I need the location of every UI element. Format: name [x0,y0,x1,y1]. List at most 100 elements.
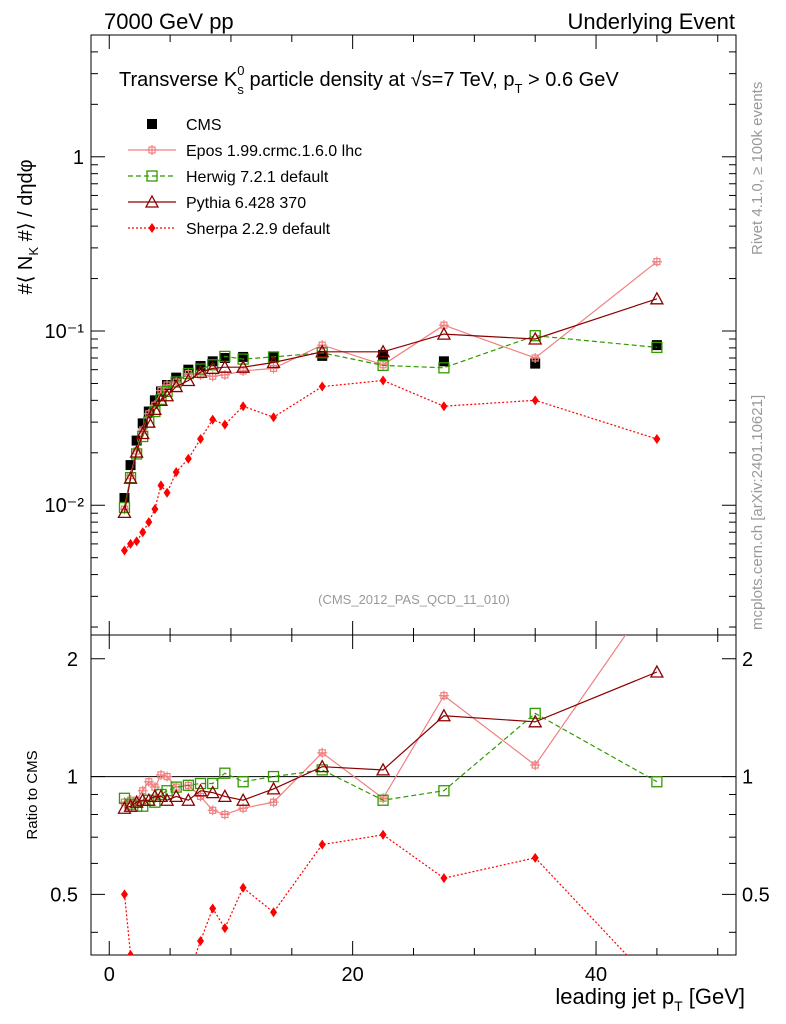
cms-point [219,353,230,364]
pythia-6-428-370-point [266,355,281,369]
cms-point [137,418,148,429]
sherpa-2-2-9-default-ratio-line [123,834,628,955]
herwig-7-2-1-default-ratio-point [237,776,249,788]
herwig-7-2-1-default-line [123,335,657,508]
pythia-6-428-370-ratio-point [266,781,281,795]
herwig-7-2-1-default-ratio-line [124,712,658,807]
pythia-6-428-370-point [117,505,132,519]
legend-label-pythia-6-428-370: Pythia 6.428 370 [186,195,306,212]
pythia-6-428-370-ratio-point [129,794,144,808]
x-tick-label: 40 [585,964,607,986]
sherpa-2-2-9-default-point [209,414,217,425]
plot-title: Transverse K0 s particle density at √s=7 … [119,63,619,97]
legend-label-epos-1-99-crmc-1-6-0-lhc: Epos 1.99.crmc.1.6.0 lhc [186,143,362,160]
epos-1-99-crmc-1-6-0-lhc-ratio-point [268,797,279,808]
pythia-6-428-370-ratio-point [159,792,175,806]
pythia-6-428-370-ratio-point [375,762,391,776]
ratio-tick-label-right: 0.5 [742,884,770,906]
epos-1-99-crmc-1-6-0-lhc-ratio-point [207,805,218,816]
ratio-tick-label-left: 0.5 [50,884,78,906]
y-tick-label: 10⁻¹ [45,321,85,343]
epos-1-99-crmc-1-6-0-lhc-point [219,369,230,380]
herwig-7-2-1-default-point [194,363,207,375]
epos-1-99-crmc-1-6-0-lhc-point [651,256,662,267]
sherpa-2-2-9-default-point [379,375,387,386]
ylabel-sub: K [26,247,41,256]
herwig-7-2-1-default-point [438,362,450,374]
sherpa-2-2-9-default-ratio-point [531,852,539,863]
herwig-7-2-1-default-ratio-point [207,777,219,790]
epos-1-99-crmc-1-6-0-lhc-ratio-point [317,747,328,758]
epos-1-99-crmc-1-6-0-lhc-ratio-point [530,760,541,771]
sherpa-2-2-9-default-ratio-point [164,1014,171,1024]
ratio-ylabel: Ratio to CMS [24,750,41,839]
sherpa-2-2-9-default-point [157,480,165,491]
axes-layer: 0 20 40 10⁻² 10⁻¹ 1 0.5 0.5 1 1 2 2 [45,34,770,986]
pythia-6-428-370-point [649,291,664,305]
pythia-6-428-370-point [141,414,156,428]
herwig-7-2-1-default-ratio-point [194,777,207,790]
pythia-6-428-370-ratio-point [528,714,543,728]
xlabel-unit: [GeV] [683,984,745,1009]
epos-1-99-crmc-1-6-0-lhc-ratio-point [438,690,449,701]
sherpa-2-2-9-default-ratio-point [127,950,135,955]
herwig-7-2-1-default-ratio-point [377,794,389,806]
herwig-7-2-1-default-ratio-point [149,796,161,808]
herwig-7-2-1-default-point [118,501,131,514]
cms-point [651,340,662,351]
cms-point [317,350,328,361]
cms-point [238,351,249,362]
legend-marker-sherpa-2-2-9-default [148,223,156,233]
pythia-6-428-370-ratio-point [236,792,251,806]
ratio-tick-label-left: 1 [67,767,78,789]
sherpa-2-2-9-default-point [531,395,539,406]
sherpa-2-2-9-default-ratio-point [173,982,180,992]
sherpa-2-2-9-default-ratio-point [120,889,128,900]
x-tick-label: 20 [342,964,364,986]
y-tick-label: 1 [73,147,84,169]
herwig-7-2-1-default-point [182,367,195,380]
sherpa-2-2-9-default-point [653,434,661,445]
legend-label-cms: CMS [186,117,222,134]
epos-1-99-crmc-1-6-0-lhc-point [207,371,218,382]
title-pt-sub: T [515,81,523,96]
sherpa-2-2-9-default-line [124,379,658,551]
legend-marker-epos-1-99-crmc-1-6-0-lhc [147,145,157,155]
title-k-sub: s [237,82,244,97]
sherpa-2-2-9-default-point [151,504,159,515]
herwig-7-2-1-default-point [377,359,389,372]
pythia-6-428-370-ratio-point [217,789,232,803]
epos-1-99-crmc-1-6-0-lhc-line [123,261,658,510]
pythia-6-428-370-ratio-point [436,708,452,722]
title-prefix: Transverse K [119,69,238,91]
ratio-panel-series [117,585,664,1024]
legend-layer: CMS Epos 1.99.crmc.1.6.0 lhc Herwig 7.2.1 … [128,117,362,238]
pythia-6-428-370-point [135,426,150,440]
title-energy: s=7 TeV, p [422,69,515,91]
pythia-6-428-370-point [528,331,543,345]
epos-1-99-crmc-1-6-0-lhc-ratio-point [652,585,662,595]
pythia-6-428-370-ratio-point [193,783,208,797]
legend-label-herwig-7-2-1-default: Herwig 7.2.1 default [186,169,329,186]
pythia-6-428-370-ratio-point [181,792,196,806]
pythia-6-428-370-point [153,392,169,406]
pythia-6-428-370-point [236,359,251,373]
epos-1-99-crmc-1-6-0-lhc-ratio-point [219,809,230,820]
herwig-7-2-1-default-point [651,341,663,354]
pythia-6-428-370-ratio-point [649,664,664,678]
sherpa-2-2-9-default-ratio-point [197,936,205,947]
legend-label-sherpa-2-2-9-default: Sherpa 2.2.9 default [186,221,331,238]
sherpa-2-2-9-default-ratio-point [151,1014,158,1024]
sherpa-2-2-9-default-point [239,401,247,412]
legend-marker-cms [147,119,157,129]
sherpa-2-2-9-default-ratio-point [221,923,229,934]
epos-1-99-crmc-1-6-0-lhc-ratio-point [143,776,154,787]
sherpa-2-2-9-default-ratio-point [318,839,326,850]
cms-point [119,493,130,504]
cms-point [125,460,136,471]
pythia-6-428-370-ratio-point [205,785,220,799]
herwig-7-2-1-default-ratio-point [219,767,231,779]
pythia-6-428-370-ratio-point [123,798,138,812]
pythia-6-428-370-point [193,364,208,378]
title-suffix: > 0.6 GeV [522,69,619,91]
